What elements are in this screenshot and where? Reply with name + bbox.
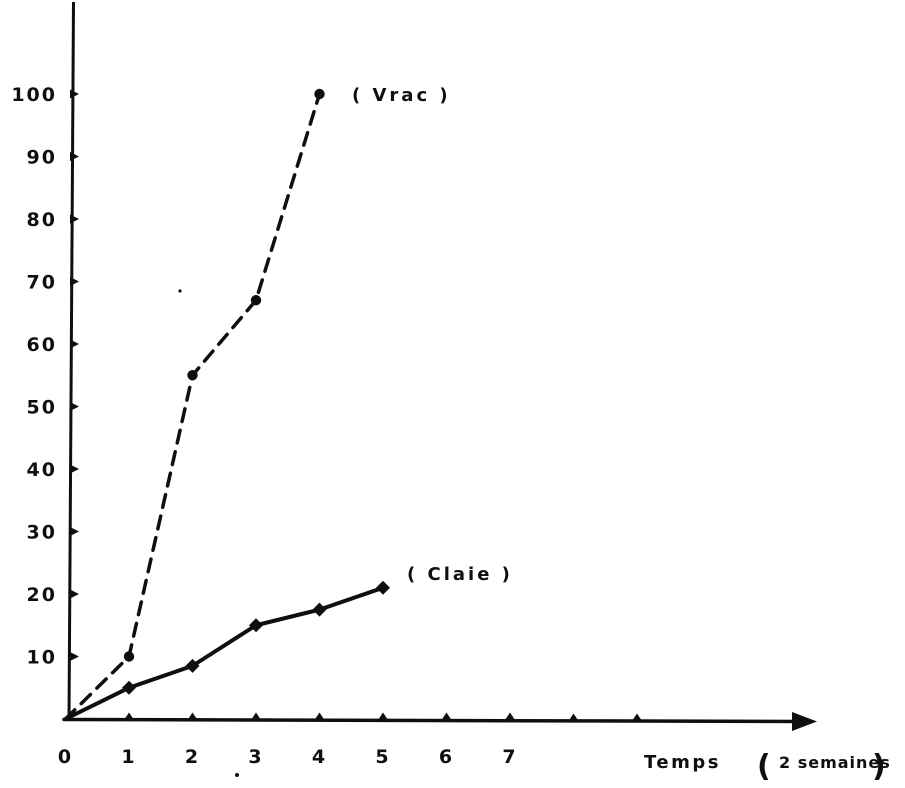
x-axis-tick [505,712,515,720]
x-tick-label: 4 [312,746,327,768]
data-point-vrac [250,295,262,306]
y-axis-tick [70,339,79,349]
x-tick-label: 7 [502,746,517,768]
x-axis-tick [314,712,325,720]
y-tick-label: 40 [27,459,57,481]
x-tick-label: 6 [439,746,454,768]
y-tick-label: 90 [27,147,57,169]
series-label-vrac: ( Vrac ) [352,85,451,106]
x-axis-unit-paren-open: ( [757,749,771,784]
x-axis-tick [124,712,134,720]
data-point-vrac [314,88,325,100]
x-axis-tick [441,712,452,720]
data-point-vrac [187,370,198,381]
data-point-vrac [123,651,135,662]
data-point-claie [185,658,200,673]
x-axis-unit-paren-close: ) [872,749,886,784]
x-axis-unit-label: 2 semaines [779,753,891,772]
data-point-claie [122,680,136,695]
y-tick-label: 60 [27,334,57,356]
x-axis-tick [251,712,261,720]
y-axis-tick [70,277,79,286]
y-axis-tick [70,152,79,161]
y-axis-line [67,1,75,720]
series-label-claie: ( Claie ) [407,564,513,585]
scan-speck [235,773,239,777]
x-tick-label: 2 [185,746,200,768]
x-tick-label: 1 [121,746,136,768]
y-tick-label: 20 [27,584,57,606]
y-axis-tick [70,464,79,474]
x-axis-line [62,717,800,724]
y-axis-tick [70,402,79,411]
scan-speck [178,289,182,293]
series-line-claie [63,585,385,721]
y-tick-label: 50 [27,397,57,419]
x-axis-tick-minor [568,713,579,721]
x-axis-title: Temps [644,752,721,773]
data-point-claie [249,618,263,633]
y-tick-label: 100 [11,84,57,106]
series-line-vrac [63,92,322,721]
y-axis-tick [70,527,79,536]
y-axis-tick [70,89,79,99]
x-axis-tick [378,712,388,720]
x-tick-label: 0 [58,746,73,768]
y-tick-label: 10 [27,647,57,669]
y-axis-tick [70,652,79,661]
x-axis-tick-minor [632,713,642,721]
data-point-claie [312,602,327,617]
x-tick-label: 3 [248,746,263,768]
data-point-claie [376,580,390,595]
y-axis-tick [70,214,79,224]
y-tick-label: 70 [27,272,57,294]
x-tick-label: 5 [375,746,390,768]
x-axis-arrowhead-icon [792,712,817,731]
y-tick-label: 30 [27,522,57,544]
y-tick-label: 80 [27,209,57,231]
x-axis-tick [187,712,198,720]
y-axis-tick [70,589,79,599]
